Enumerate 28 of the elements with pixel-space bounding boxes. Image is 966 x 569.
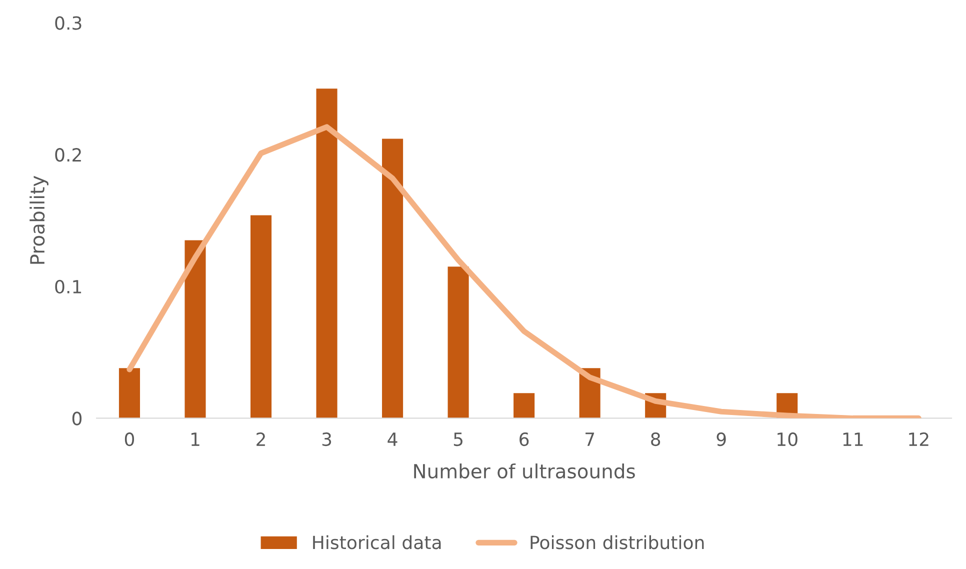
y-axis-title: Proability <box>30 176 48 264</box>
x-tick-label: 9 <box>716 432 726 446</box>
x-tick-label: 6 <box>520 432 529 446</box>
x-tick-label: 0 <box>124 432 134 446</box>
legend-label: Poisson distribution <box>530 535 704 550</box>
bar <box>514 393 535 418</box>
x-tick-label: 8 <box>651 432 660 446</box>
x-tick-label: 12 <box>909 432 928 446</box>
x-tick-label: 4 <box>388 432 398 446</box>
bar <box>316 88 338 418</box>
bar <box>250 215 272 418</box>
x-axis-title: Number of ultrasounds <box>414 463 635 479</box>
x-tick-label: 2 <box>256 432 265 446</box>
bar <box>184 240 206 418</box>
x-tick-label: 5 <box>454 432 462 446</box>
legend-label: Historical data <box>313 535 441 550</box>
bar <box>118 368 140 418</box>
y-tick-label: 0 <box>72 412 82 426</box>
y-tick-label: 0.2 <box>55 148 81 162</box>
x-tick-label: 10 <box>778 432 798 446</box>
bar <box>448 266 469 418</box>
bar <box>382 138 404 418</box>
x-tick-label: 1 <box>191 432 200 446</box>
x-tick-label: 7 <box>586 432 594 446</box>
x-tick-label: 3 <box>322 432 332 446</box>
y-tick-label: 0.3 <box>55 16 82 30</box>
y-tick-label: 0.1 <box>55 280 82 294</box>
x-tick-label: 11 <box>843 432 863 446</box>
